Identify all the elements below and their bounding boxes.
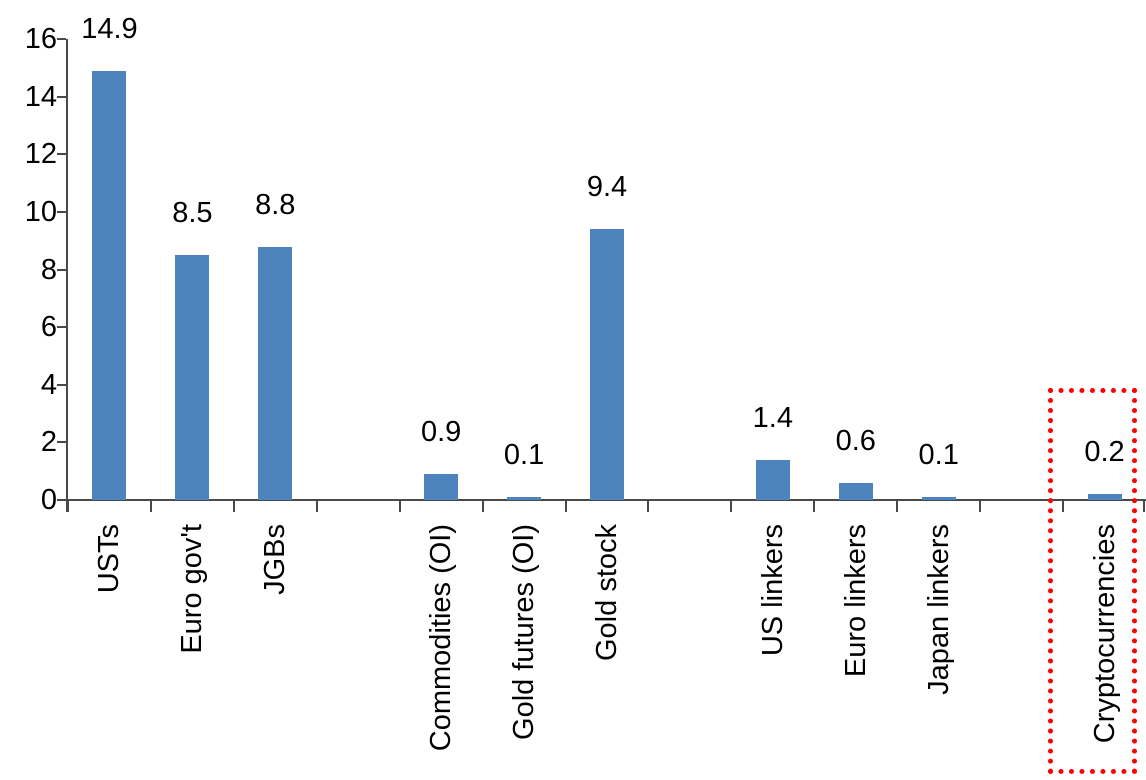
bar	[1087, 494, 1122, 500]
bar-value-label: 9.4	[586, 171, 628, 203]
bar-value-label: 1.4	[752, 402, 793, 434]
category-label: US linkers	[756, 524, 789, 657]
bar	[92, 71, 127, 500]
x-axis-line	[66, 499, 1146, 501]
category-label: Euro gov't	[176, 524, 209, 654]
x-tick	[481, 500, 484, 512]
y-tick-label: 12	[24, 138, 57, 171]
bar	[590, 229, 624, 500]
category-label: Gold stock	[591, 524, 623, 661]
bar	[175, 255, 210, 500]
y-tick-label: 16	[24, 23, 57, 56]
y-tick-label: 0	[40, 484, 57, 516]
y-tick	[57, 268, 66, 271]
y-tick	[57, 211, 66, 213]
x-tick	[813, 500, 816, 512]
category-label: Commodities (OI)	[425, 524, 458, 752]
y-tick	[57, 153, 66, 156]
bar-value-label: 14.9	[81, 13, 138, 45]
bar-value-label: 8.5	[172, 197, 213, 229]
x-tick	[1062, 500, 1065, 512]
x-tick	[398, 500, 401, 512]
y-tick	[57, 95, 66, 98]
y-tick	[57, 499, 66, 501]
x-tick	[564, 500, 567, 512]
x-tick	[232, 500, 235, 512]
x-tick	[896, 500, 899, 512]
bar-value-label: 8.8	[255, 189, 296, 221]
bar	[424, 474, 459, 500]
bar-value-label: 0.2	[1084, 436, 1125, 468]
bar	[507, 497, 542, 500]
y-axis-line	[66, 39, 68, 512]
category-label: Euro linkers	[839, 524, 872, 678]
highlight-box-cryptocurrencies	[1048, 388, 1137, 774]
bar	[921, 497, 956, 500]
y-tick-label: 10	[24, 196, 57, 228]
y-tick	[57, 326, 66, 329]
x-tick	[1143, 500, 1145, 512]
category-label: Gold futures (OI)	[508, 524, 541, 740]
y-tick-label: 8	[40, 253, 57, 286]
x-tick	[647, 500, 650, 512]
category-label: Japan linkers	[922, 524, 955, 695]
bar	[258, 247, 293, 500]
y-tick-label: 14	[24, 80, 57, 113]
x-tick	[315, 500, 318, 512]
y-tick-label: 2	[40, 426, 57, 459]
y-tick-label: 6	[40, 311, 57, 344]
x-tick	[67, 500, 69, 512]
x-tick	[730, 500, 733, 512]
bar-value-label: 0.1	[503, 439, 545, 471]
bar	[755, 460, 790, 500]
y-tick	[57, 383, 66, 386]
y-tick-label: 4	[40, 368, 57, 401]
bar-value-label: 0.1	[918, 439, 959, 471]
bar	[838, 483, 873, 500]
bar-value-label: 0.9	[420, 416, 462, 448]
x-tick	[149, 500, 152, 512]
x-tick	[979, 500, 982, 512]
category-label: USTs	[93, 524, 126, 594]
bar-value-label: 0.6	[835, 425, 876, 457]
category-label: JGBs	[259, 524, 292, 595]
y-tick	[57, 38, 66, 41]
y-tick	[57, 441, 66, 444]
